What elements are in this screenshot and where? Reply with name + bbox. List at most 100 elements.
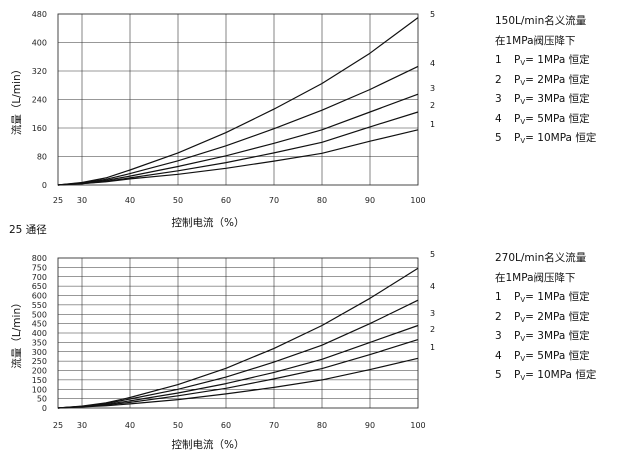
series-label-2: 2 [430, 325, 435, 334]
legend-item: 1 PV= 1MPa 恒定 [495, 51, 596, 71]
y-axis-label: 流量（L/min） [10, 297, 23, 368]
legend-subtitle: 在1MPa阀压降下 [495, 271, 576, 284]
legend-item: 5 PV= 10MPa 恒定 [495, 129, 596, 149]
pressure-symbol: P [514, 349, 521, 362]
legend-top: 150L/min名义流量 在1MPa阀压降下 1 PV= 1MPa 恒定 2 PV= … [495, 12, 596, 149]
legend-item-number: 3 [495, 93, 502, 105]
legend-subtitle: 在1MPa阀压降下 [495, 34, 576, 47]
series-label-4: 4 [430, 59, 435, 68]
pressure-symbol: P [514, 132, 521, 144]
y-tick-label: 480 [32, 10, 47, 19]
y-tick-label: 50 [37, 395, 47, 404]
legend-item-number: 1 [495, 54, 502, 66]
y-tick-label: 600 [32, 292, 47, 301]
legend-item-number: 4 [495, 112, 502, 125]
legend-item-value: = 1MPa 恒定 [525, 54, 590, 66]
y-tick-label: 160 [32, 124, 47, 133]
x-tick-label: 100 [410, 421, 425, 430]
pressure-subscript: V [520, 98, 526, 106]
pressure-subscript: V [520, 59, 526, 67]
x-tick-label: 40 [125, 421, 135, 430]
legend-item: 1 PV= 1MPa 恒定 [495, 288, 596, 308]
y-tick-label: 400 [32, 39, 47, 48]
y-tick-label: 700 [32, 273, 47, 282]
x-tick-label: 50 [173, 421, 183, 430]
y-tick-label: 320 [32, 67, 47, 76]
chart-bottom: 25 30 40 50 60 70 80 90 100050100150200250300350… [10, 250, 435, 451]
legend-item: 3 PV= 3MPa 恒定 [495, 327, 596, 347]
pressure-symbol: P [514, 330, 521, 342]
y-axis-label: 流量（L/min） [10, 64, 23, 135]
legend-title: 270L/min名义流量 [495, 252, 587, 264]
x-tick-label: 90 [365, 421, 375, 430]
chart-top: 25 30 40 50 60 70 80 90 100 0 80 160 240 320 400 480 1 2 3… [10, 10, 435, 229]
y-tick-label: 500 [32, 310, 47, 319]
legend-item-value: = 2MPa 恒定 [525, 73, 590, 86]
legend-item: 3 PV= 3MPa 恒定 [495, 90, 596, 110]
legend-items: 1 PV= 1MPa 恒定 2 PV= 2MPa 恒定 3 PV= 3MPa 恒定 4 PV=… [495, 51, 596, 149]
y-tick-label: 0 [42, 181, 47, 190]
legend-item-value: = 10MPa 恒定 [525, 132, 597, 144]
y-tick-label: 200 [32, 367, 47, 376]
legend-item-number: 5 [495, 132, 502, 144]
legend-item-number: 5 [495, 369, 502, 381]
y-tick-label: 350 [32, 338, 47, 347]
x-tick-label: 30 [77, 196, 87, 205]
series-label-1: 1 [430, 343, 435, 352]
series-line-1 [57, 129, 419, 186]
x-tick-label: 30 [77, 421, 87, 430]
y-tick-label: 300 [32, 348, 47, 357]
legend-title: 150L/min名义流量 [495, 15, 587, 27]
series-label-3: 3 [430, 309, 435, 318]
legend-item-value: = 3MPa 恒定 [525, 330, 590, 342]
pressure-subscript: V [520, 354, 526, 363]
x-tick-label: 60 [221, 421, 231, 430]
legend-item-number: 1 [495, 291, 502, 303]
pressure-symbol: P [514, 310, 521, 323]
y-tick-label: 650 [32, 282, 47, 291]
legend-items: 1 PV= 1MPa 恒定 2 PV= 2MPa 恒定 3 PV= 3MPa 恒定 4 PV=… [495, 288, 596, 386]
pressure-subscript: V [520, 117, 526, 126]
pressure-symbol: P [514, 54, 521, 66]
pressure-symbol: P [514, 93, 521, 105]
y-tick-label: 750 [32, 263, 47, 272]
x-tick-label: 25 [53, 421, 63, 430]
x-tick-label: 80 [317, 421, 327, 430]
x-axis-label: 控制电流（%） [172, 216, 245, 229]
series-line-3 [57, 324, 419, 409]
x-tick-label: 70 [269, 196, 279, 205]
x-tick-label: 80 [317, 196, 327, 205]
legend-item: 4 PV= 5MPa 恒定 [495, 347, 596, 367]
series-line-4 [57, 65, 419, 186]
y-tick-label: 400 [32, 329, 47, 338]
legend-item-value: = 10MPa 恒定 [525, 369, 597, 381]
legend-item-number: 2 [495, 310, 502, 323]
legend-item-value: = 2MPa 恒定 [525, 310, 590, 323]
legend-item: 2 PV= 2MPa 恒定 [495, 308, 596, 328]
pressure-subscript: V [520, 78, 526, 87]
legend-item: 5 PV= 10MPa 恒定 [495, 366, 596, 386]
legend-item-value: = 3MPa 恒定 [525, 93, 590, 105]
legend-item-number: 3 [495, 330, 502, 342]
y-tick-label: 550 [32, 301, 47, 310]
y-tick-label: 250 [32, 357, 47, 366]
pressure-symbol: P [514, 73, 521, 86]
legend-item-value: = 1MPa 恒定 [525, 291, 590, 303]
x-tick-label: 60 [221, 196, 231, 205]
legend-item-number: 2 [495, 73, 502, 86]
pressure-symbol: P [514, 291, 521, 303]
series-label-3: 3 [430, 84, 435, 93]
series-label-2: 2 [430, 101, 435, 110]
pressure-symbol: P [514, 112, 521, 125]
legend-item: 2 PV= 2MPa 恒定 [495, 71, 596, 91]
series-label-4: 4 [430, 282, 435, 291]
series-line-5 [57, 267, 419, 409]
x-tick-label: 100 [410, 196, 425, 205]
series-line-5 [57, 17, 419, 186]
y-tick-label: 0 [42, 404, 47, 413]
x-tick-label: 50 [173, 196, 183, 205]
legend-bottom: 270L/min名义流量 在1MPa阀压降下 1 PV= 1MPa 恒定 2 PV= … [495, 249, 596, 386]
y-tick-label: 150 [32, 376, 47, 385]
series-line-3 [57, 93, 419, 186]
y-tick-label: 800 [32, 254, 47, 263]
